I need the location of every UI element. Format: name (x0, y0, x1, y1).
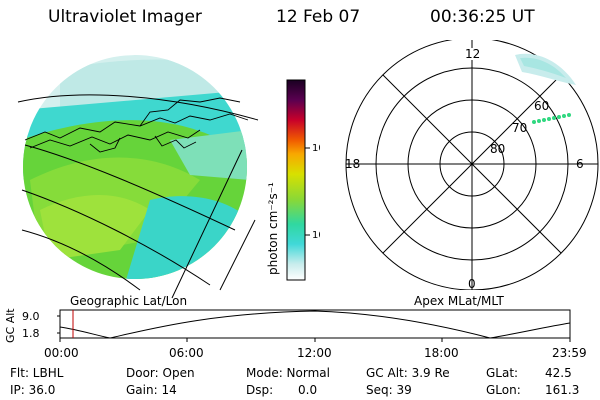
glat-label: GLat: (486, 366, 519, 380)
colorbar: 100 10 photon cm⁻²s⁻¹ (266, 79, 320, 281)
ip-info: IP: 36.0 (10, 383, 56, 397)
glon-value: 161.3 (545, 383, 580, 397)
timeline-xtick-4: 23:59 (552, 346, 587, 360)
glon-label: GLon: (486, 383, 521, 397)
date-label: 12 Feb 07 (276, 7, 361, 27)
door-info: Door: Open (126, 366, 195, 380)
geographic-globe-image (17, 55, 259, 299)
colorbar-tick-10: 10 (312, 230, 320, 241)
instrument-title: Ultraviolet Imager (48, 7, 202, 27)
filter-info: Flt: LBHL (10, 366, 64, 380)
right-panel-caption: Apex MLat/MLT (414, 294, 504, 308)
mlt-label-left: 18 (345, 157, 360, 171)
timeline-ytick-high: 9.0 (22, 310, 40, 323)
mlat-label-80: 80 (490, 142, 505, 156)
glat-value: 42.5 (545, 366, 572, 380)
gain-info: Gain: 14 (126, 383, 177, 397)
timeline-ylabel: GC Alt (4, 308, 17, 343)
gcalt-info: GC Alt: 3.9 Re (366, 366, 450, 380)
mlt-label-bottom: 0 (468, 277, 476, 290)
colorbar-unit-label: photon cm⁻²s⁻¹ (266, 182, 280, 275)
colorbar-tick-100: 100 (312, 143, 320, 154)
timeline-xtick-3: 18:00 (424, 346, 459, 360)
timeline-xtick-0: 00:00 (44, 346, 79, 360)
mlat-label-60: 60 (534, 99, 549, 113)
timeline-xtick-1: 06:00 (169, 346, 204, 360)
mode-info: Mode: Normal (246, 366, 330, 380)
dsp-label: Dsp: (246, 383, 274, 397)
left-panel-caption: Geographic Lat/Lon (70, 294, 188, 308)
dsp-value: 0.0 (298, 383, 318, 397)
seq-info: Seq: 39 (366, 383, 412, 397)
time-label: 00:36:25 UT (430, 7, 535, 27)
mlt-label-top: 12 (465, 47, 480, 61)
mlat-label-70: 70 (512, 121, 527, 135)
polar-plot: 12 0 18 6 60 70 80 (345, 40, 599, 290)
altitude-timeline: 9.0 1.8 GC Alt 00:00 06:00 12:00 18:00 2… (4, 308, 587, 360)
timeline-xtick-2: 12:00 (297, 346, 332, 360)
mlt-label-right: 6 (576, 157, 584, 171)
timeline-ytick-low: 1.8 (22, 327, 40, 340)
